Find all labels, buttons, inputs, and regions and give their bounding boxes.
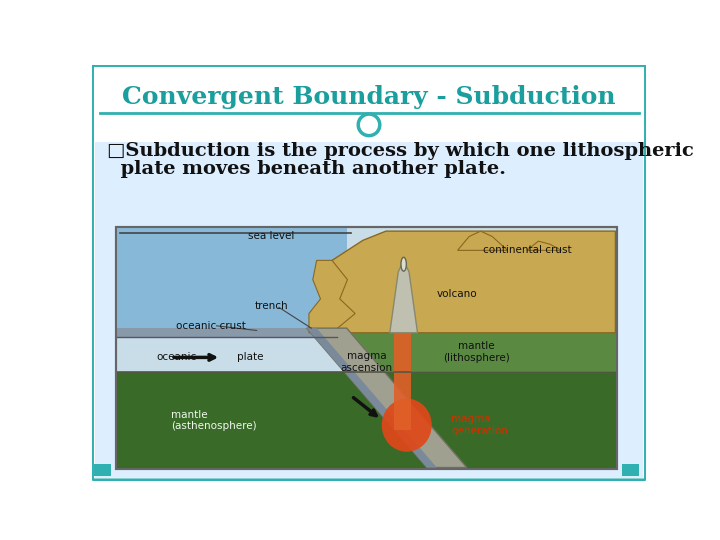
Text: trench: trench [254,301,288,311]
Polygon shape [307,328,437,468]
Bar [346,333,617,372]
Text: magma
ascension: magma ascension [341,351,392,373]
Bar [95,142,643,477]
Bar [95,68,643,142]
Text: □Subduction is the process by which one lithospheric: □Subduction is the process by which one … [107,142,694,160]
Bar [117,226,617,469]
Text: mantle
(lithosphere): mantle (lithosphere) [444,341,510,363]
Text: sea level: sea level [248,231,294,241]
Text: Convergent Boundary - Subduction: Convergent Boundary - Subduction [122,85,616,109]
Polygon shape [309,260,355,333]
Text: oceanic: oceanic [156,353,197,362]
FancyBboxPatch shape [93,65,645,480]
Text: plate: plate [237,353,263,362]
Polygon shape [307,328,467,468]
Text: mantle
(asthenosphere): mantle (asthenosphere) [171,410,257,431]
Ellipse shape [401,257,406,271]
Text: oceanic crust: oceanic crust [176,321,246,331]
Bar [117,372,617,469]
Polygon shape [332,231,616,333]
Bar [94,464,111,476]
Polygon shape [117,328,337,338]
Polygon shape [527,241,562,251]
Ellipse shape [382,399,432,452]
Polygon shape [117,226,346,333]
Text: plate moves beneath another plate.: plate moves beneath another plate. [107,160,506,178]
Polygon shape [457,231,508,251]
Text: volcano: volcano [437,289,477,299]
Bar [117,226,617,469]
Text: magma
generation: magma generation [451,414,508,436]
Bar [621,464,639,476]
Polygon shape [390,260,418,333]
Text: continental crust: continental crust [482,245,571,255]
Bar [394,333,410,430]
